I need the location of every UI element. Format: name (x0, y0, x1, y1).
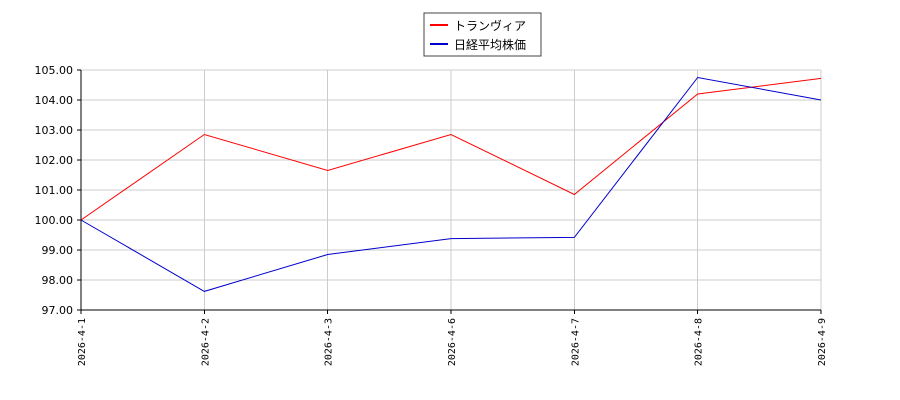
series-line-2 (80, 76, 822, 292)
x-tick-label: 2026-4-3 (324, 318, 335, 366)
x-tick-label: 2026-4-2 (200, 318, 211, 366)
x-tick-label: 2026-4-7 (570, 318, 581, 366)
y-tick-label: 105.00 (35, 64, 74, 77)
y-tick-label: 99.00 (42, 244, 74, 257)
legend-box (423, 12, 542, 57)
y-tick-label: 97.00 (42, 304, 74, 317)
x-tick-label: 2026-4-8 (694, 318, 705, 366)
y-tick-label: 102.00 (35, 154, 74, 167)
y-tick-label: 100.00 (35, 214, 74, 227)
x-tick-label: 2026-4-6 (447, 318, 458, 366)
x-tick-label: 2026-4-1 (77, 318, 88, 366)
series-line-1 (80, 77, 822, 221)
y-tick-label: 104.00 (35, 94, 74, 107)
y-tick-label: 98.00 (42, 274, 74, 287)
legend-label-1: トランヴィア (454, 18, 526, 33)
legend-label-2: 日経平均株価 (454, 37, 526, 52)
y-tick-label: 103.00 (35, 124, 74, 137)
x-tick-label: 2026-4-9 (817, 318, 828, 366)
y-tick-label: 101.00 (35, 184, 74, 197)
